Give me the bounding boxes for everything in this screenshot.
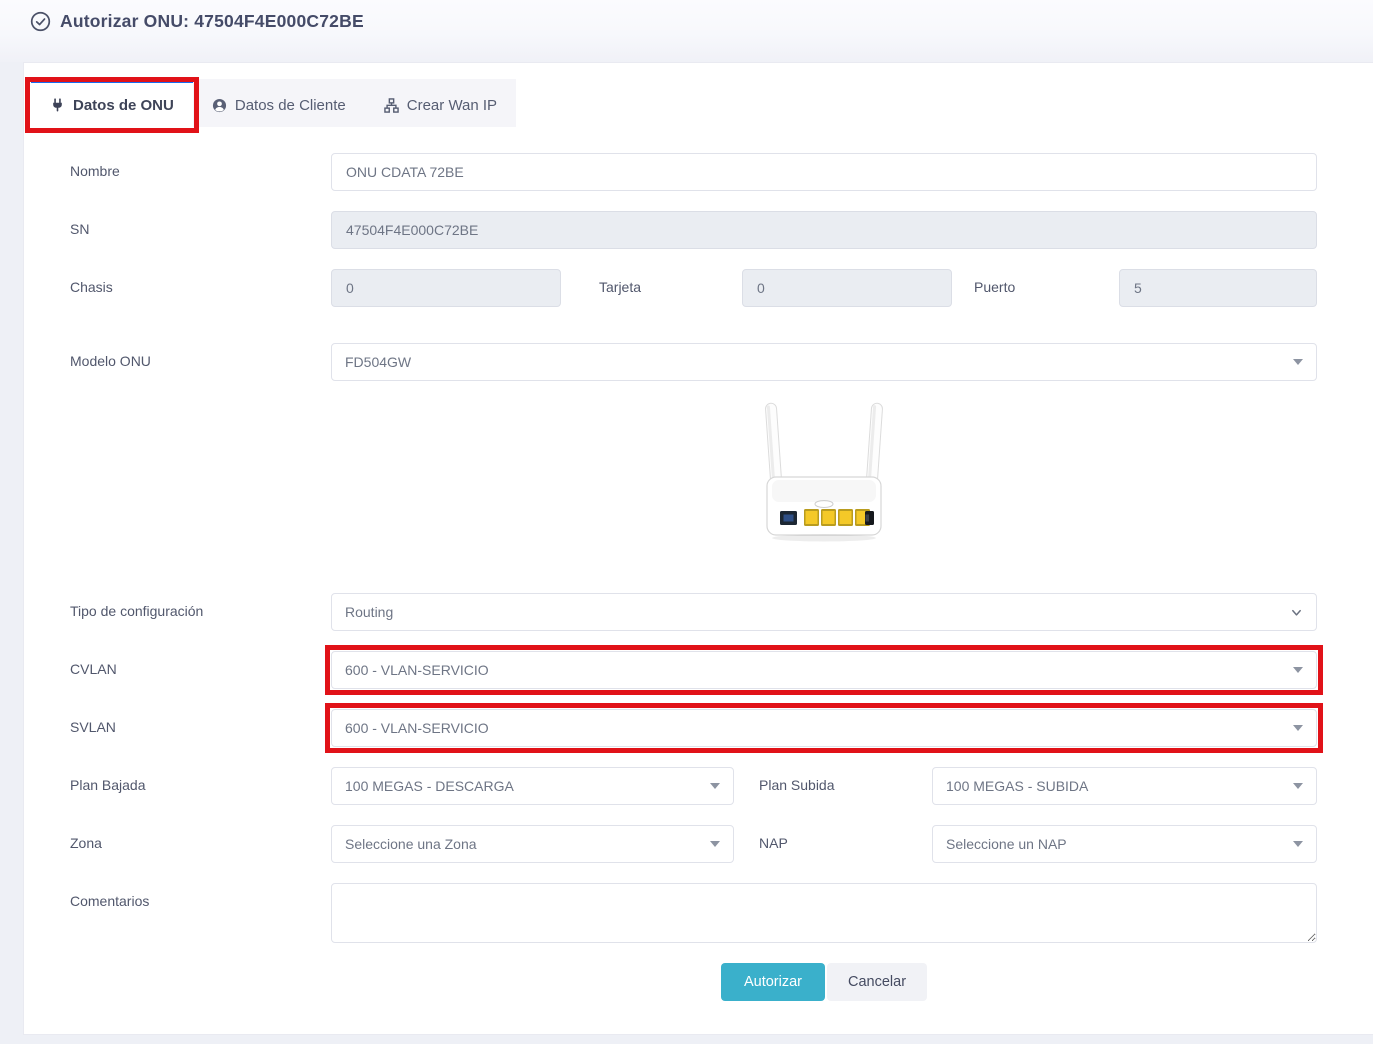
row-tipo-configuracion: Tipo de configuración Routing (24, 593, 1373, 631)
plan-subida-label: Plan Subida (759, 777, 835, 793)
plan-subida-value: 100 MEGAS - SUBIDA (946, 778, 1089, 794)
nap-label: NAP (759, 835, 788, 851)
chasis-label: Chasis (70, 279, 113, 295)
comentarios-label: Comentarios (70, 893, 150, 909)
row-modelo-onu: Modelo ONU FD504GW (24, 343, 1373, 381)
chevron-down-icon (710, 783, 720, 789)
plan-bajada-dropdown[interactable]: 100 MEGAS - DESCARGA (331, 767, 734, 805)
puerto-label: Puerto (974, 279, 1016, 295)
tipo-configuracion-label: Tipo de configuración (70, 603, 204, 619)
svlan-dropdown[interactable]: 600 - VLAN-SERVICIO (331, 709, 1317, 747)
chevron-down-icon (1293, 725, 1303, 731)
row-cvlan: CVLAN 600 - VLAN-SERVICIO (24, 645, 1373, 695)
svlan-value: 600 - VLAN-SERVICIO (345, 720, 489, 736)
plug-icon (53, 97, 62, 111)
nombre-label: Nombre (70, 163, 120, 179)
row-planes: Plan Bajada 100 MEGAS - DESCARGA Plan Su… (24, 767, 1373, 805)
sn-label: SN (70, 221, 90, 237)
nombre-input[interactable] (331, 153, 1317, 191)
cancelar-button[interactable]: Cancelar (827, 963, 928, 1001)
row-nombre: Nombre (24, 153, 1373, 191)
sitemap-icon (384, 97, 399, 113)
tab-label: Datos de ONU (73, 96, 174, 114)
svlan-label: SVLAN (70, 719, 116, 735)
cvlan-label: CVLAN (70, 661, 117, 677)
chevron-down-icon (1293, 667, 1303, 673)
zona-placeholder: Seleccione una Zona (345, 836, 477, 852)
chevron-down-icon (710, 841, 720, 847)
check-circle-icon (30, 11, 51, 32)
chevron-down-icon (1293, 359, 1303, 365)
modelo-onu-value: FD504GW (345, 354, 412, 370)
plan-bajada-value: 100 MEGAS - DESCARGA (345, 778, 514, 794)
tab-datos-de-onu[interactable]: Datos de ONU (25, 77, 199, 133)
page-title: Autorizar ONU: 47504F4E000C72BE (60, 11, 364, 31)
row-device-image (24, 401, 1373, 543)
tab-crear-wan-ip[interactable]: Crear Wan IP (365, 79, 516, 127)
tarjeta-input (742, 269, 952, 307)
tab-bar: Datos de ONU Datos de Cliente Crear Wan … (25, 77, 517, 133)
page-header: Autorizar ONU: 47504F4E000C72BE (0, 0, 1373, 62)
zona-label: Zona (70, 835, 102, 851)
form-actions: Autorizar Cancelar (24, 963, 1373, 1001)
chevron-down-icon (1293, 783, 1303, 789)
tab-label: Crear Wan IP (406, 96, 498, 114)
row-zona-nap: Zona Seleccione una Zona NAP Seleccione … (24, 825, 1373, 863)
autorizar-button[interactable]: Autorizar (720, 963, 825, 1001)
cvlan-value: 600 - VLAN-SERVICIO (345, 662, 489, 678)
onu-device-image (765, 402, 883, 542)
modelo-onu-dropdown[interactable]: FD504GW (331, 343, 1317, 381)
comentarios-textarea[interactable] (331, 883, 1317, 943)
zona-dropdown[interactable]: Seleccione una Zona (331, 825, 734, 863)
nap-dropdown[interactable]: Seleccione un NAP (932, 825, 1317, 863)
row-svlan: SVLAN 600 - VLAN-SERVICIO (24, 703, 1373, 753)
modelo-onu-label: Modelo ONU (70, 353, 151, 369)
chevron-down-icon (1292, 609, 1301, 616)
row-sn: SN (24, 211, 1373, 249)
nap-placeholder: Seleccione un NAP (946, 836, 1067, 852)
row-comentarios: Comentarios (24, 883, 1373, 943)
puerto-input (1119, 269, 1317, 307)
tarjeta-label: Tarjeta (599, 279, 642, 295)
chevron-down-icon (1293, 841, 1303, 847)
tipo-configuracion-select[interactable]: Routing (331, 593, 1317, 631)
tab-label: Datos de Cliente (234, 96, 346, 114)
plan-bajada-label: Plan Bajada (70, 777, 146, 793)
cvlan-dropdown[interactable]: 600 - VLAN-SERVICIO (331, 651, 1317, 689)
chasis-input (331, 269, 561, 307)
row-chasis-tarjeta-puerto: Chasis Tarjeta Puerto (24, 269, 1373, 307)
tipo-configuracion-value: Routing (345, 604, 394, 620)
sn-input (331, 211, 1317, 249)
authorize-onu-card: Datos de ONU Datos de Cliente Crear Wan … (23, 62, 1373, 1035)
tab-datos-de-cliente[interactable]: Datos de Cliente (193, 79, 365, 127)
plan-subida-dropdown[interactable]: 100 MEGAS - SUBIDA (932, 767, 1317, 805)
user-circle-icon (212, 98, 226, 112)
